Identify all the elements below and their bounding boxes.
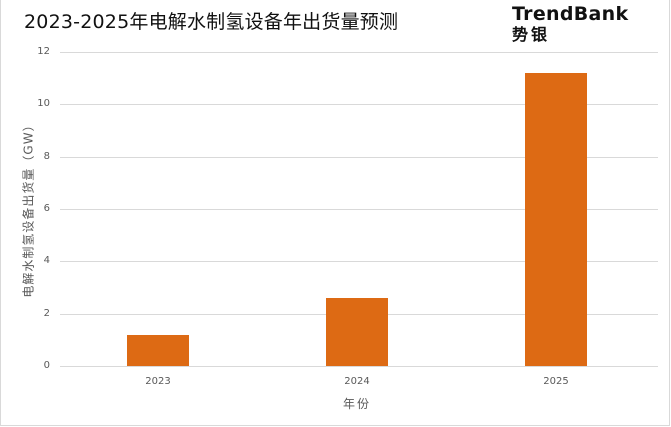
gridline (60, 156, 658, 158)
chart-title: 2023-2025年电解水制氢设备年出货量预测 (24, 11, 399, 33)
logo-text-en: TrendBank (512, 3, 629, 25)
x-tick-label: 2023 (145, 376, 171, 387)
gridline (60, 366, 658, 367)
y-tick-label: 10 (37, 98, 50, 110)
x-tick-label: 2025 (543, 376, 569, 387)
bar-2025 (525, 72, 587, 366)
x-tick-label: 2024 (344, 376, 370, 387)
y-tick-label: 2 (43, 307, 50, 319)
y-tick-label: 6 (43, 203, 50, 214)
bar-2023 (127, 334, 189, 366)
x-axis-label: 年份 (342, 397, 371, 411)
y-tick-label: 8 (43, 150, 50, 162)
logo-text-cn: 势银 (512, 25, 551, 44)
brand-logo: TrendBank 势银 (512, 5, 628, 43)
gridline (60, 261, 658, 263)
y-tick-label: 12 (37, 46, 50, 57)
y-tick-label: 0 (43, 360, 50, 371)
y-axis-label: 电解水制氢设备出货量（GW） (21, 118, 36, 298)
gridline (60, 52, 658, 53)
bar-2024 (326, 297, 388, 366)
gridline (60, 209, 658, 210)
gridline (60, 104, 658, 106)
y-tick-label: 4 (43, 255, 50, 267)
